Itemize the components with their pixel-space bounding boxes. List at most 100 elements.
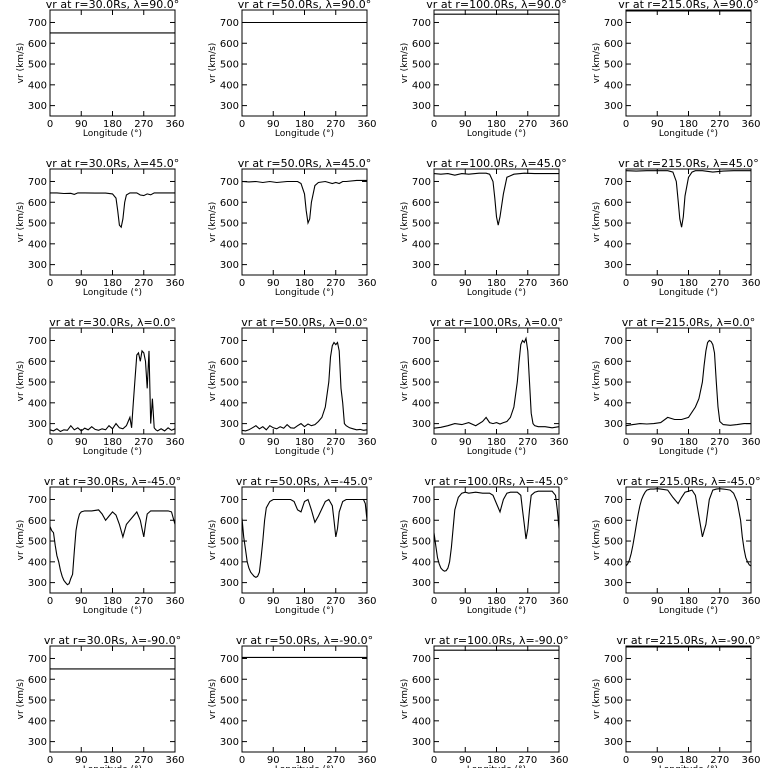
x-tick-label: 180 bbox=[295, 755, 314, 766]
y-tick-label: 500 bbox=[28, 378, 47, 389]
x-tick-label: 270 bbox=[134, 437, 153, 448]
y-tick-label: 500 bbox=[28, 60, 47, 71]
y-tick-label: 400 bbox=[412, 557, 431, 568]
series-line bbox=[241, 179, 367, 226]
x-tick-label: 90 bbox=[267, 596, 280, 607]
x-tick-label: 360 bbox=[549, 596, 568, 607]
y-tick-label: 700 bbox=[28, 18, 47, 29]
x-tick-label: 90 bbox=[75, 119, 88, 130]
y-tick-label: 300 bbox=[604, 737, 623, 748]
y-axis-label: vr (km/s) bbox=[16, 43, 26, 84]
x-axis-label: Longitude (°) bbox=[83, 288, 142, 298]
plot-frame bbox=[241, 645, 368, 753]
x-tick-label: 90 bbox=[75, 437, 88, 448]
x-tick-label: 360 bbox=[549, 119, 568, 130]
y-tick-label: 700 bbox=[28, 177, 47, 188]
y-tick-label: 300 bbox=[220, 578, 239, 589]
panel-5: vr at r=50.0Rs, λ=45.0° 0 90 180 270 360 300 40… bbox=[208, 157, 377, 298]
y-tick-label: 300 bbox=[28, 260, 47, 271]
y-tick-label: 500 bbox=[412, 219, 431, 230]
x-tick-label: 0 bbox=[623, 119, 629, 130]
x-tick-label: 270 bbox=[326, 755, 345, 766]
plot-frame bbox=[433, 168, 560, 276]
series-line bbox=[241, 341, 368, 432]
x-tick-label: 0 bbox=[47, 278, 53, 289]
y-tick-label: 600 bbox=[412, 357, 431, 368]
y-tick-label: 600 bbox=[28, 675, 47, 686]
y-tick-label: 400 bbox=[220, 80, 239, 91]
x-tick-label: 270 bbox=[518, 596, 537, 607]
x-tick-label: 90 bbox=[75, 596, 88, 607]
panel-title: vr at r=215.0Rs, λ=0.0° bbox=[622, 316, 755, 329]
y-tick-label: 300 bbox=[412, 737, 431, 748]
y-tick-label: 600 bbox=[412, 198, 431, 209]
x-tick-label: 90 bbox=[75, 755, 88, 766]
x-tick-label: 0 bbox=[239, 755, 245, 766]
panel-3: vr at r=215.0Rs, λ=90.0° 0 90 180 270 360 300 4… bbox=[592, 0, 761, 139]
series-line bbox=[433, 172, 559, 226]
y-tick-label: 300 bbox=[220, 260, 239, 271]
x-tick-label: 360 bbox=[741, 278, 760, 289]
y-axis-label: vr (km/s) bbox=[592, 361, 602, 402]
panel-title: vr at r=50.0Rs, λ=0.0° bbox=[241, 316, 367, 329]
panel-title: vr at r=50.0Rs, λ=45.0° bbox=[238, 157, 371, 170]
x-tick-label: 180 bbox=[103, 437, 122, 448]
y-tick-label: 400 bbox=[604, 557, 623, 568]
x-tick-label: 90 bbox=[267, 119, 280, 130]
x-tick-label: 180 bbox=[679, 119, 698, 130]
plot-frame bbox=[625, 327, 752, 435]
x-tick-label: 360 bbox=[165, 755, 184, 766]
x-tick-label: 360 bbox=[357, 596, 376, 607]
y-tick-label: 500 bbox=[220, 378, 239, 389]
x-tick-label: 180 bbox=[487, 596, 506, 607]
y-tick-label: 500 bbox=[220, 219, 239, 230]
x-axis-label: Longitude (°) bbox=[275, 129, 334, 139]
x-tick-label: 270 bbox=[326, 437, 345, 448]
x-tick-label: 360 bbox=[741, 119, 760, 130]
y-tick-label: 600 bbox=[28, 516, 47, 527]
x-tick-label: 360 bbox=[165, 437, 184, 448]
x-axis-label: Longitude (°) bbox=[467, 606, 526, 616]
y-tick-label: 500 bbox=[220, 537, 239, 548]
x-tick-label: 360 bbox=[165, 596, 184, 607]
y-tick-label: 400 bbox=[28, 557, 47, 568]
y-tick-label: 600 bbox=[28, 39, 47, 50]
y-axis-label: vr (km/s) bbox=[400, 361, 410, 402]
x-axis-label: Longitude (°) bbox=[83, 447, 142, 457]
panel-title: vr at r=100.0Rs, λ=45.0° bbox=[426, 157, 566, 170]
x-tick-label: 0 bbox=[47, 755, 53, 766]
panel-18: vr at r=100.0Rs, λ=-90.0° 0 90 180 270 360 300… bbox=[400, 634, 569, 768]
plot-frame bbox=[49, 9, 176, 117]
y-tick-label: 600 bbox=[28, 198, 47, 209]
x-tick-label: 180 bbox=[487, 755, 506, 766]
x-axis-label: Longitude (°) bbox=[83, 129, 142, 139]
panel-title: vr at r=50.0Rs, λ=-90.0° bbox=[236, 634, 373, 647]
x-axis-label: Longitude (°) bbox=[659, 447, 718, 457]
x-axis-label: Longitude (°) bbox=[659, 606, 718, 616]
x-tick-label: 360 bbox=[165, 278, 184, 289]
y-tick-label: 300 bbox=[604, 419, 623, 430]
y-tick-label: 600 bbox=[604, 675, 623, 686]
y-tick-label: 400 bbox=[220, 557, 239, 568]
y-axis-label: vr (km/s) bbox=[208, 361, 218, 402]
y-tick-label: 300 bbox=[220, 419, 239, 430]
y-axis-label: vr (km/s) bbox=[592, 202, 602, 243]
x-axis-label: Longitude (°) bbox=[659, 288, 718, 298]
x-tick-label: 0 bbox=[239, 437, 245, 448]
y-tick-label: 600 bbox=[28, 357, 47, 368]
x-axis-label: Longitude (°) bbox=[467, 129, 526, 139]
y-tick-label: 500 bbox=[412, 537, 431, 548]
x-tick-label: 0 bbox=[431, 755, 437, 766]
y-tick-label: 500 bbox=[604, 537, 623, 548]
y-axis-label: vr (km/s) bbox=[400, 679, 410, 720]
panel-19: vr at r=215.0Rs, λ=-90.0° 0 90 180 270 360 300… bbox=[592, 634, 761, 768]
y-tick-label: 600 bbox=[412, 516, 431, 527]
panel-12: vr at r=30.0Rs, λ=-45.0° 0 90 180 270 360 300 4… bbox=[16, 475, 185, 616]
x-tick-label: 270 bbox=[518, 119, 537, 130]
x-tick-label: 90 bbox=[459, 278, 472, 289]
y-tick-label: 300 bbox=[604, 101, 623, 112]
x-tick-label: 0 bbox=[431, 278, 437, 289]
panel-title: vr at r=215.0Rs, λ=45.0° bbox=[618, 157, 758, 170]
x-tick-label: 360 bbox=[741, 755, 760, 766]
